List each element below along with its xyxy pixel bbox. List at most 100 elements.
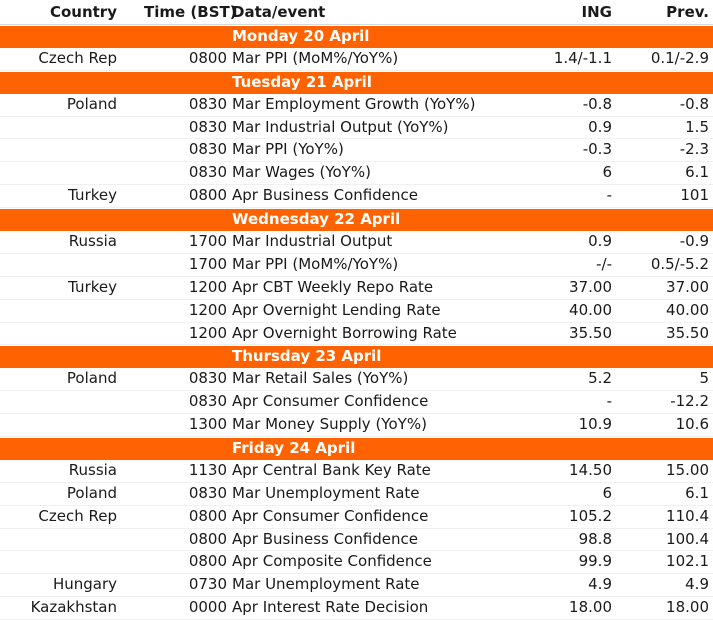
previous-value-cell: 5 [699,369,709,388]
event-cell: Apr Overnight Borrowing Rate [232,323,457,342]
country-cell: Russia [68,460,117,479]
previous-value-cell: -12.2 [670,392,709,411]
country-cell: Czech Rep [38,506,117,525]
time-cell: 1700 [188,232,227,251]
table-row: Poland 0830 Mar Unemployment Rate 6 6.1 [0,483,713,506]
previous-value-cell: 6.1 [685,483,709,502]
previous-value-cell: 102.1 [666,552,709,571]
time-cell: 0830 [188,369,227,388]
country-cell: Turkey [68,277,117,296]
time-cell: 0830 [188,117,227,136]
event-cell: Mar Unemployment Rate [232,575,420,594]
previous-value-cell: 10.6 [675,415,709,434]
ing-forecast-cell: -0.3 [582,140,612,159]
ing-forecast-cell: 6 [602,163,612,182]
table-row: 1700 Mar PPI (MoM%/YoY%) -/- 0.5/-5.2 [0,254,713,277]
previous-value-cell: 101 [680,186,709,205]
country-cell: Turkey [68,186,117,205]
previous-value-cell: 15.00 [666,460,709,479]
header-prev: Prev. [666,3,709,21]
event-cell: Mar Employment Growth (YoY%) [232,94,476,113]
table-row: 1200 Apr Overnight Lending Rate 40.00 40.00 [0,300,713,323]
table-row: Hungary 0730 Mar Unemployment Rate 4.9 4.9 [0,574,713,598]
previous-value-cell: 37.00 [666,277,709,296]
header-event: Data/event [232,3,326,21]
previous-value-cell: 18.00 [666,598,709,617]
table-row: 0830 Mar Wages (YoY%) 6 6.1 [0,162,713,186]
table-header-row: Country Time (BST) Data/event ING Prev. [0,0,713,25]
ing-forecast-cell: 105.2 [569,506,612,525]
time-cell: 0800 [188,552,227,571]
ing-forecast-cell: 4.9 [588,575,612,594]
time-cell: 0730 [188,575,227,594]
time-cell: 0830 [188,483,227,502]
event-cell: Apr Central Bank Key Rate [232,460,431,479]
event-cell: Mar Unemployment Rate [232,483,420,502]
time-cell: 0800 [188,186,227,205]
event-cell: Apr Composite Confidence [232,552,432,571]
table-row: 0830 Mar PPI (YoY%) -0.3 -2.3 [0,139,713,163]
ing-forecast-cell: -/- [596,254,612,273]
event-cell: Apr Business Confidence [232,529,418,548]
table-row: Kazakhstan 0000 Apr Interest Rate Decision… [0,597,713,620]
country-cell: Hungary [52,575,117,594]
time-cell: 1200 [188,277,227,296]
ing-forecast-cell: 18.00 [569,598,612,617]
ing-forecast-cell: 10.9 [578,415,612,434]
ing-forecast-cell: 5.2 [588,369,612,388]
country-cell: Poland [66,369,117,388]
time-cell: 0000 [188,598,227,617]
country-cell: Czech Rep [38,48,117,67]
ing-forecast-cell: 14.50 [569,460,612,479]
table-row: Russia 1700 Mar Industrial Output 0.9 -0.9 [0,231,713,254]
table-row: Poland 0830 Mar Employment Growth (YoY%) -0… [0,94,713,117]
ing-forecast-cell: - [606,186,612,205]
country-cell: Russia [68,232,117,251]
country-cell: Poland [66,483,117,502]
event-cell: Apr Consumer Confidence [232,392,429,411]
day-label: Monday 20 April [232,27,370,45]
previous-value-cell: 6.1 [685,163,709,182]
previous-value-cell: -2.3 [679,140,709,159]
day-label: Friday 24 April [232,439,356,458]
table-row: 0830 Apr Consumer Confidence - -12.2 [0,391,713,415]
table-row: Turkey 1200 Apr CBT Weekly Repo Rate 37.00 3… [0,277,713,300]
table-body: Monday 20 April Czech Rep 0800 Mar PPI (MoM… [0,25,713,620]
ing-forecast-cell: - [606,392,612,411]
time-cell: 0800 [188,529,227,548]
header-ing: ING [581,3,612,21]
event-cell: Mar Industrial Output (YoY%) [232,117,449,136]
day-header-row: Monday 20 April [0,25,713,48]
time-cell: 0800 [188,506,227,525]
day-label: Thursday 23 April [232,347,382,366]
ing-forecast-cell: 99.9 [578,552,612,571]
previous-value-cell: 110.4 [666,506,709,525]
table-row: 0800 Apr Business Confidence 98.8 100.4 [0,529,713,552]
table-row: Czech Rep 0800 Mar PPI (MoM%/YoY%) 1.4/-1.1… [0,48,713,71]
time-cell: 0830 [188,140,227,159]
day-header-row: Thursday 23 April [0,345,713,369]
time-cell: 1130 [188,460,227,479]
event-cell: Mar Retail Sales (YoY%) [232,369,409,388]
header-time: Time (BST) [144,3,237,21]
table-row: 1200 Apr Overnight Borrowing Rate 35.50 35.… [0,323,713,346]
country-cell: Kazakhstan [30,598,117,617]
event-cell: Apr CBT Weekly Repo Rate [232,277,434,296]
ing-forecast-cell: 98.8 [578,529,612,548]
table-row: 0800 Apr Composite Confidence 99.9 102.1 [0,551,713,575]
table-row: 1300 Mar Money Supply (YoY%) 10.9 10.6 [0,414,713,438]
ing-forecast-cell: 1.4/-1.1 [553,48,612,67]
previous-value-cell: 35.50 [666,323,709,342]
time-cell: 0830 [188,163,227,182]
day-header-row: Friday 24 April [0,437,713,460]
time-cell: 0830 [188,94,227,113]
event-cell: Apr Interest Rate Decision [232,598,429,617]
table-row: 0830 Mar Industrial Output (YoY%) 0.9 1.5 [0,117,713,140]
event-cell: Mar PPI (YoY%) [232,140,344,159]
table-row: Russia 1130 Apr Central Bank Key Rate 14.50… [0,460,713,483]
event-cell: Mar PPI (MoM%/YoY%) [232,254,399,273]
previous-value-cell: -0.9 [679,232,709,251]
previous-value-cell: 40.00 [666,300,709,319]
previous-value-cell: -0.8 [679,94,709,113]
